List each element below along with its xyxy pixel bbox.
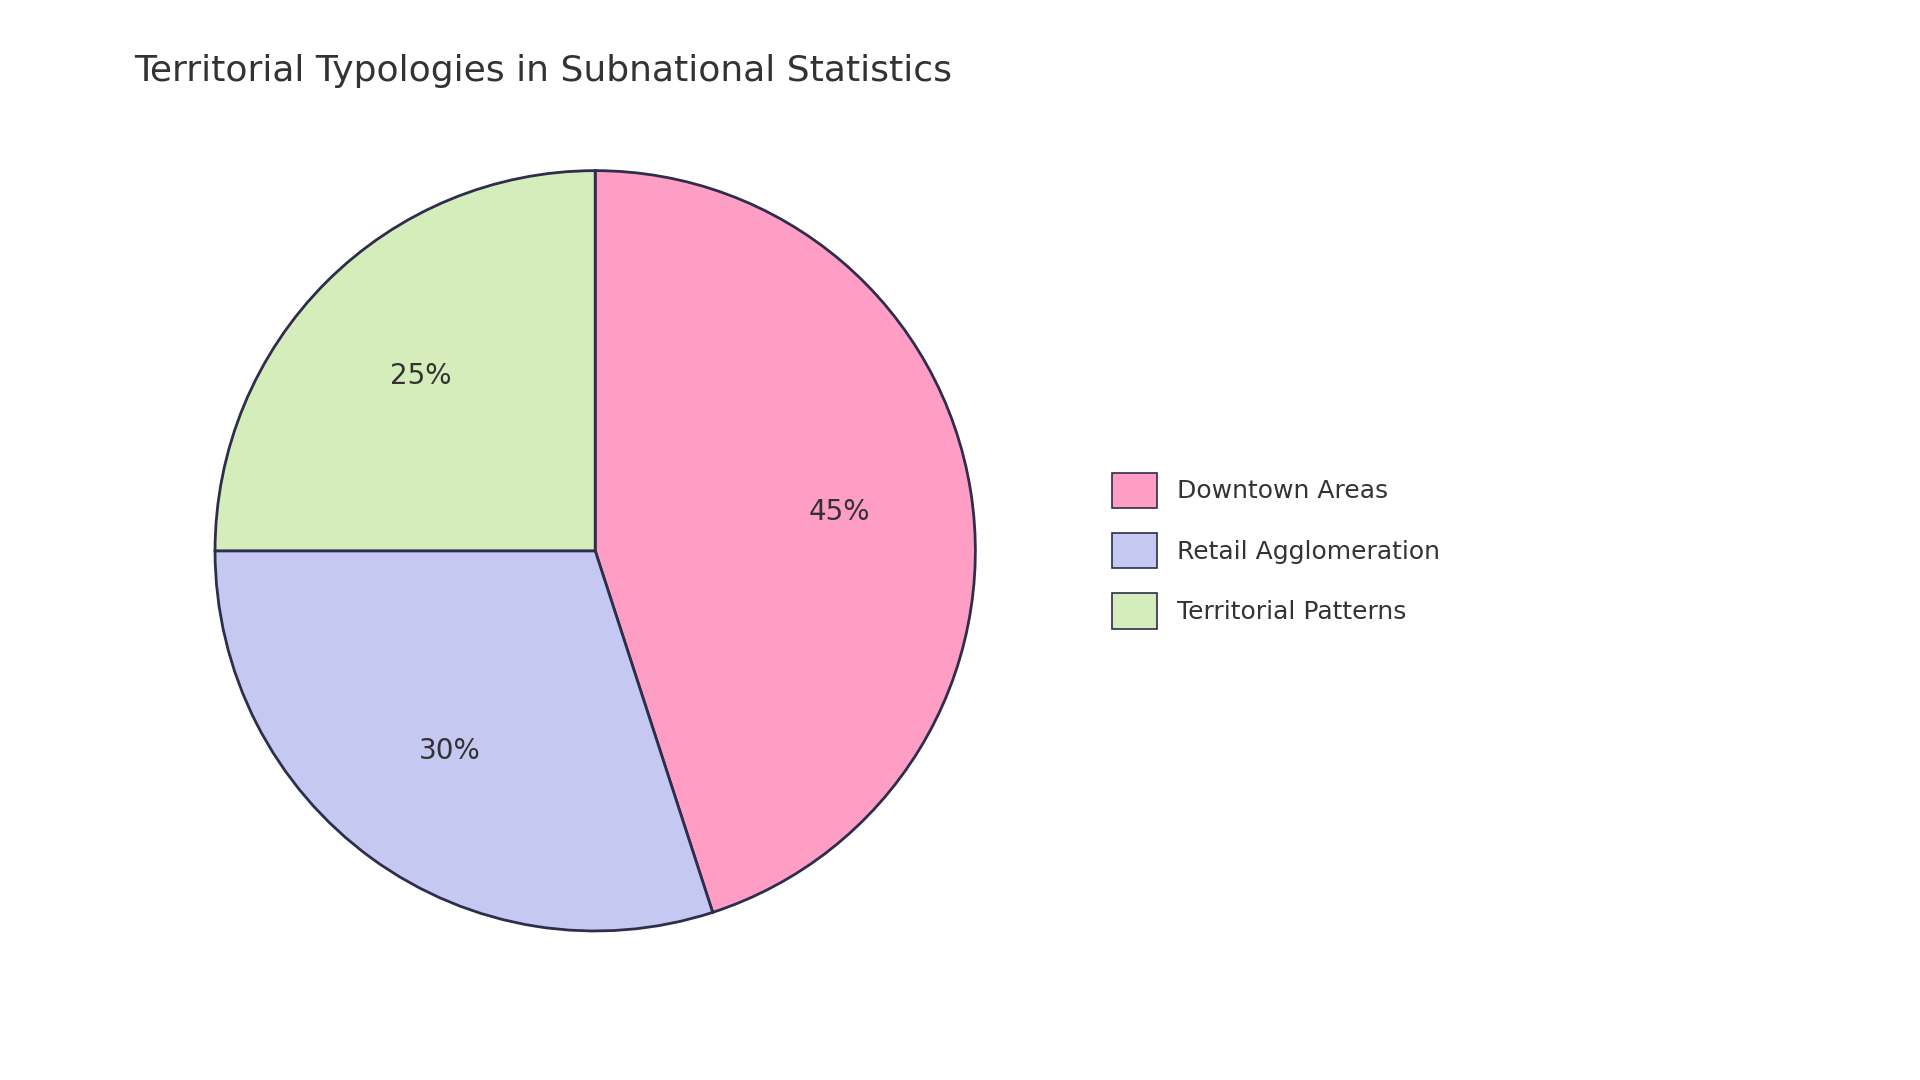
Legend: Downtown Areas, Retail Agglomeration, Territorial Patterns: Downtown Areas, Retail Agglomeration, Te… (1102, 462, 1450, 639)
Text: Territorial Typologies in Subnational Statistics: Territorial Typologies in Subnational St… (134, 54, 952, 87)
Text: 25%: 25% (390, 362, 451, 390)
Wedge shape (215, 171, 595, 551)
Text: 30%: 30% (419, 737, 480, 765)
Text: 45%: 45% (808, 498, 870, 526)
Wedge shape (595, 171, 975, 913)
Wedge shape (215, 551, 712, 931)
